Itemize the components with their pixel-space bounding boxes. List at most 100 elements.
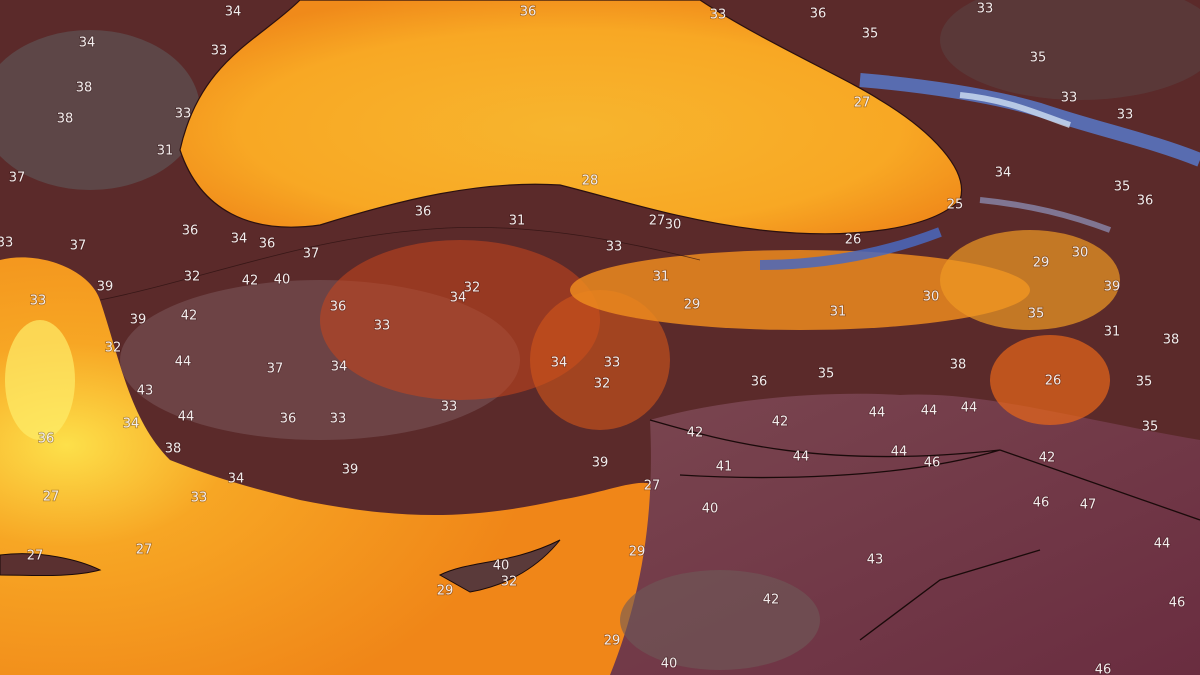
temperature-label: 29 bbox=[629, 545, 646, 560]
temperature-label: 34 bbox=[228, 472, 245, 487]
temperature-label: 37 bbox=[267, 362, 284, 377]
temperature-label: 35 bbox=[1142, 420, 1159, 435]
temperature-label: 37 bbox=[303, 247, 320, 262]
temperature-label: 33 bbox=[1117, 108, 1134, 123]
temperature-label: 30 bbox=[665, 218, 682, 233]
temperature-label: 34 bbox=[331, 360, 348, 375]
temperature-label: 41 bbox=[716, 460, 733, 475]
temperature-label: 29 bbox=[604, 634, 621, 649]
temperature-label: 36 bbox=[330, 300, 347, 315]
temperature-label: 27 bbox=[644, 479, 661, 494]
temperature-label: 36 bbox=[520, 5, 537, 20]
temperature-label: 29 bbox=[1033, 256, 1050, 271]
temperature-label: 33 bbox=[374, 319, 391, 334]
temperature-label: 32 bbox=[184, 270, 201, 285]
temperature-label: 44 bbox=[891, 445, 908, 460]
temperature-label: 34 bbox=[995, 166, 1012, 181]
temperature-label: 36 bbox=[415, 205, 432, 220]
temperature-label: 34 bbox=[551, 356, 568, 371]
temperature-label: 27 bbox=[43, 490, 60, 505]
temperature-label: 37 bbox=[9, 171, 26, 186]
temperature-label: 35 bbox=[1028, 307, 1045, 322]
temperature-label: 31 bbox=[1104, 325, 1121, 340]
temperature-label: 44 bbox=[793, 450, 810, 465]
temperature-label: 35 bbox=[1136, 375, 1153, 390]
temperature-label: 28 bbox=[582, 174, 599, 189]
temperature-label: 40 bbox=[493, 559, 510, 574]
temperature-label: 38 bbox=[165, 442, 182, 457]
temperature-label: 35 bbox=[1030, 51, 1047, 66]
temperature-label: 34 bbox=[450, 291, 467, 306]
temperature-label: 46 bbox=[1095, 663, 1112, 675]
temperature-label: 39 bbox=[1104, 280, 1121, 295]
temperature-label: 36 bbox=[280, 412, 297, 427]
temperature-label: 33 bbox=[175, 107, 192, 122]
temperature-label: 39 bbox=[130, 313, 147, 328]
temperature-label: 47 bbox=[1080, 498, 1097, 513]
temperature-label: 46 bbox=[1033, 496, 1050, 511]
temperature-label: 26 bbox=[845, 233, 862, 248]
temperature-label: 33 bbox=[330, 412, 347, 427]
temperature-label: 31 bbox=[653, 270, 670, 285]
temperature-label: 36 bbox=[751, 375, 768, 390]
temperature-label: 33 bbox=[1061, 91, 1078, 106]
temperature-label: 42 bbox=[1039, 451, 1056, 466]
temperature-label: 33 bbox=[441, 400, 458, 415]
temperature-label: 31 bbox=[157, 144, 174, 159]
temperature-label: 31 bbox=[509, 214, 526, 229]
temperature-label: 33 bbox=[606, 240, 623, 255]
temperature-label: 42 bbox=[242, 274, 259, 289]
temperature-label: 32 bbox=[464, 281, 481, 296]
temperature-label: 27 bbox=[136, 543, 153, 558]
temperature-label: 33 bbox=[710, 8, 727, 23]
temperature-label: 38 bbox=[1163, 333, 1180, 348]
temperature-label: 42 bbox=[772, 415, 789, 430]
temperature-label: 27 bbox=[649, 214, 666, 229]
temperature-label: 32 bbox=[501, 575, 518, 590]
temperature-label: 39 bbox=[592, 456, 609, 471]
temperature-label: 42 bbox=[763, 593, 780, 608]
temperature-label: 35 bbox=[862, 27, 879, 42]
temperature-label: 44 bbox=[1154, 537, 1171, 552]
temperature-label: 36 bbox=[810, 7, 827, 22]
temperature-label: 33 bbox=[191, 491, 208, 506]
temperature-label: 32 bbox=[594, 377, 611, 392]
temperature-label: 44 bbox=[961, 401, 978, 416]
temperature-label: 35 bbox=[818, 367, 835, 382]
temperature-label: 37 bbox=[70, 239, 87, 254]
temperature-label: 38 bbox=[950, 358, 967, 373]
temperature-label: 27 bbox=[27, 549, 44, 564]
temperature-label: 35 bbox=[1114, 180, 1131, 195]
temperature-label: 39 bbox=[342, 463, 359, 478]
temperature-label: 43 bbox=[867, 553, 884, 568]
temperature-label: 43 bbox=[137, 384, 154, 399]
temperature-label: 40 bbox=[661, 657, 678, 672]
temperature-label: 46 bbox=[1169, 596, 1186, 611]
temperature-label: 32 bbox=[105, 341, 122, 356]
temperature-label: 34 bbox=[231, 232, 248, 247]
temperature-label: 36 bbox=[182, 224, 199, 239]
temperature-label: 29 bbox=[684, 298, 701, 313]
temperature-label: 40 bbox=[702, 502, 719, 517]
temperature-label: 34 bbox=[123, 417, 140, 432]
temperature-label: 29 bbox=[437, 584, 454, 599]
temperature-label: 38 bbox=[57, 112, 74, 127]
temperature-label: 30 bbox=[1072, 246, 1089, 261]
temperature-label: 36 bbox=[38, 432, 55, 447]
temperature-label: 46 bbox=[924, 456, 941, 471]
temperature-label: 27 bbox=[854, 96, 871, 111]
temperature-label: 33 bbox=[211, 44, 228, 59]
temperature-label: 44 bbox=[921, 404, 938, 419]
temperature-label: 33 bbox=[30, 294, 47, 309]
temperature-label: 26 bbox=[1045, 374, 1062, 389]
temperature-label: 42 bbox=[687, 426, 704, 441]
temperature-label: 42 bbox=[181, 309, 198, 324]
temperature-label: 44 bbox=[175, 355, 192, 370]
temperature-label: 33 bbox=[977, 2, 994, 17]
temperature-label: 38 bbox=[76, 81, 93, 96]
temperature-label: 25 bbox=[947, 198, 964, 213]
temperature-label: 40 bbox=[274, 273, 291, 288]
